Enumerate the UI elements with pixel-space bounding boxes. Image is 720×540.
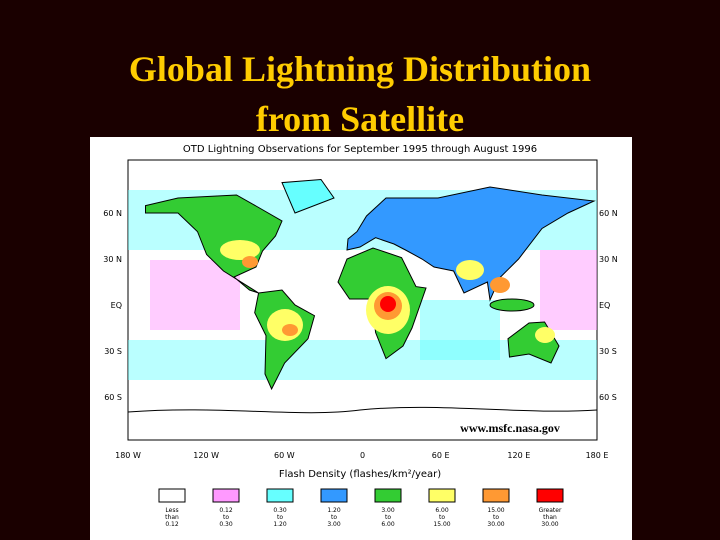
ocean-speckle (540, 250, 597, 330)
map-area (127, 159, 598, 441)
legend-label: 15.00 (433, 521, 450, 528)
slide-title: Global Lightning Distribution (128, 49, 592, 89)
legend-label: Less (165, 507, 178, 514)
lat-label: 30 N (599, 255, 618, 264)
hotspot (380, 296, 396, 312)
greenland (281, 178, 335, 214)
legend-swatch (212, 488, 240, 503)
legend-label: 0.30 (273, 507, 287, 514)
legend-label: 15.00 (487, 507, 504, 514)
hotspot (220, 240, 260, 260)
lon-label: 180 E (586, 451, 609, 460)
lon-label: 120 E (507, 451, 530, 460)
map-panel: OTD Lightning Observations for September… (90, 137, 632, 540)
eurasia (346, 186, 596, 302)
lat-label: 60 N (599, 209, 618, 218)
hotspot (282, 324, 298, 336)
north-america (145, 194, 283, 294)
legend-label: to (439, 514, 445, 521)
legend-swatch (320, 488, 348, 503)
legend-label: 3.00 (327, 521, 341, 528)
legend-label: 0.12 (165, 521, 179, 528)
legend-label: to (277, 514, 283, 521)
axis-labels: 60 N 60 N 30 N 30 N EQ EQ 30 S 30 S 60 S 60 S 180 … (103, 209, 617, 460)
lon-label: 60 E (432, 451, 450, 460)
lon-label: 180 W (115, 451, 141, 460)
lat-label: 30 N (103, 255, 122, 264)
legend-swatch (158, 488, 186, 503)
hotspot (242, 256, 258, 268)
lat-label: 60 S (104, 393, 122, 402)
lon-label: 60 W (274, 451, 295, 460)
lat-label: 60 N (103, 209, 122, 218)
legend-label: than (543, 514, 557, 521)
lon-label: 0 (360, 451, 365, 460)
lat-label: EQ (111, 301, 122, 310)
legend-label: to (493, 514, 499, 521)
antarctica (127, 406, 598, 414)
legend-title: Flash Density (flashes/km²/year) (279, 469, 441, 480)
legend-label: 30.00 (487, 521, 504, 528)
legend-label: 1.20 (327, 507, 341, 514)
ocean-speckle (420, 300, 500, 360)
legend-label: 6.00 (435, 507, 449, 514)
lat-label: EQ (599, 301, 610, 310)
legend-label: 3.00 (381, 507, 395, 514)
lon-label: 120 W (193, 451, 219, 460)
map-title: OTD Lightning Observations for September… (183, 144, 537, 155)
legend-label: 0.30 (219, 521, 233, 528)
lat-label: 30 S (599, 347, 617, 356)
legend-label: to (331, 514, 337, 521)
indonesia (489, 298, 535, 312)
legend-swatch (266, 488, 294, 503)
hotspot (267, 309, 303, 341)
credit: www.msfc.nasa.gov (460, 421, 560, 435)
legend-label: to (385, 514, 391, 521)
legend-label: than (165, 514, 179, 521)
legend-swatch (536, 488, 564, 503)
legend-swatch (374, 488, 402, 503)
slide-title: from Satellite (255, 99, 465, 139)
legend-swatch (428, 488, 456, 503)
legend-label: 0.12 (219, 507, 233, 514)
lat-label: 60 S (599, 393, 617, 402)
legend-label: 6.00 (381, 521, 395, 528)
legend-label: 1.20 (273, 521, 287, 528)
lat-label: 30 S (104, 347, 122, 356)
hotspot (490, 277, 510, 293)
legend-label: Greater (539, 507, 562, 514)
legend: Lessthan0.120.12to0.300.30to1.201.20to3.… (158, 488, 564, 528)
legend-label: 30.00 (541, 521, 558, 528)
hotspot (456, 260, 484, 280)
legend-label: to (223, 514, 229, 521)
legend-swatch (482, 488, 510, 503)
hotspot (535, 327, 555, 343)
